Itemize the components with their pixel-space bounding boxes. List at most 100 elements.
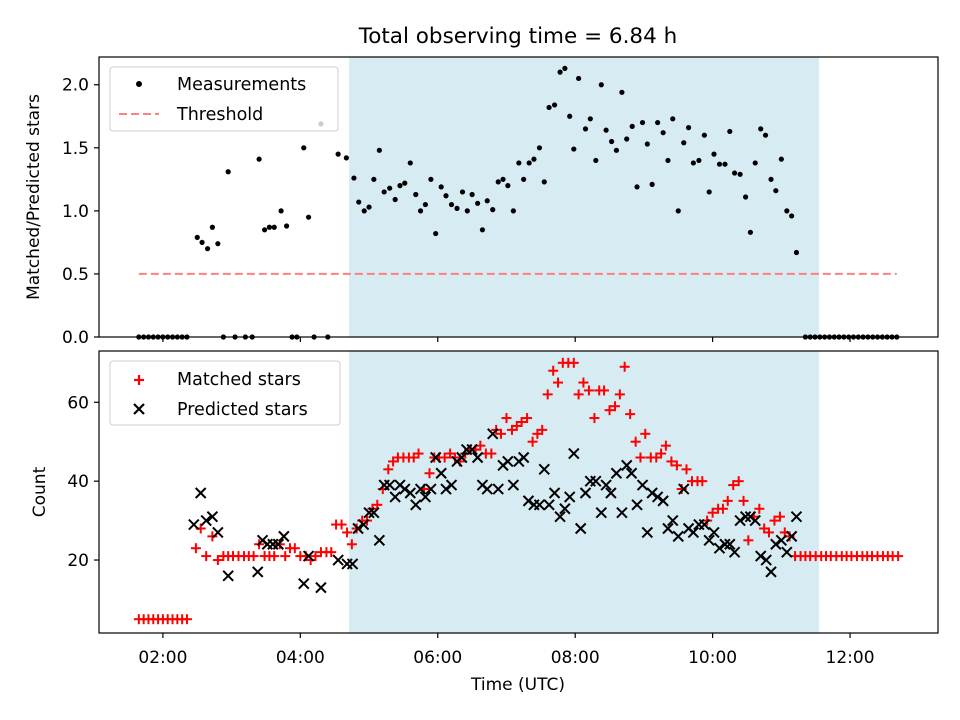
measurement-point	[459, 189, 466, 195]
measurement-point	[541, 179, 547, 185]
legend-predicted-marker	[133, 403, 145, 415]
measurement-point	[526, 160, 532, 166]
measurement-point	[784, 208, 790, 214]
matched-star-point	[573, 389, 584, 400]
predicted-star-point	[554, 510, 566, 523]
predicted-star-point	[302, 550, 315, 562]
predicted-star-point	[507, 479, 520, 491]
matched-star-point	[346, 539, 357, 550]
measurement-point	[551, 102, 558, 108]
measurement-point	[301, 145, 307, 151]
measurement-point	[716, 161, 723, 167]
predicted-star-point	[410, 499, 422, 511]
predicted-star-point	[559, 503, 571, 515]
measurement-point	[366, 204, 372, 210]
measurement-point	[701, 132, 707, 138]
matched-star-point	[212, 555, 223, 566]
predicted-star-point	[538, 463, 550, 476]
bottom-x-axis-label: Time (UTC)	[470, 675, 565, 695]
predicted-star-point	[646, 487, 658, 499]
measurement-point	[567, 113, 573, 119]
matched-star-point	[527, 436, 538, 447]
predicted-star-point	[600, 479, 612, 491]
predicted-star-point	[728, 546, 741, 558]
measurement-point	[644, 141, 650, 147]
matched-star-point	[383, 464, 394, 475]
measurement-point	[629, 123, 635, 129]
measurement-point	[448, 201, 455, 208]
predicted-star-point	[755, 550, 767, 562]
bottom-axes-frame	[98, 350, 939, 634]
bottom-x-tick-label: 02:00	[138, 648, 187, 668]
measurement-point	[402, 180, 408, 186]
predicted-star-point	[368, 506, 380, 519]
measurement-point	[225, 169, 231, 175]
measurement-point	[209, 224, 215, 230]
matched-star-point	[495, 428, 506, 439]
matched-star-point	[516, 416, 527, 427]
measurement-point	[343, 155, 349, 161]
matched-star-point	[522, 413, 533, 424]
predicted-star-point	[194, 487, 207, 499]
measurement-point	[593, 157, 599, 164]
measurement-point	[613, 147, 620, 153]
predicted-star-point	[272, 538, 285, 550]
measurement-point	[438, 184, 444, 190]
measurement-point	[722, 161, 728, 167]
measurement-point	[546, 104, 552, 111]
matched-star-point	[578, 377, 589, 388]
matched-star-point	[181, 614, 192, 625]
matched-star-point	[537, 424, 548, 435]
predicted-star-point	[346, 558, 359, 570]
predicted-star-point	[667, 514, 679, 527]
predicted-star-point	[200, 514, 212, 527]
predicted-stars-points	[188, 428, 803, 594]
measurement-point	[407, 160, 413, 166]
measurement-point	[510, 208, 516, 214]
measurement-point	[649, 181, 655, 187]
predicted-star-point	[651, 491, 664, 503]
bottom-x-axis: 02:00 04:00 06:00 08:00 10:00 12:00	[138, 633, 875, 668]
predicted-star-point	[456, 451, 468, 464]
measurement-point	[762, 132, 769, 138]
measurement-point	[576, 75, 582, 82]
predicted-star-point	[734, 514, 746, 527]
matched-star-point	[248, 551, 259, 562]
predicted-star-point	[543, 499, 555, 511]
predicted-star-point	[616, 506, 628, 519]
measurement-point	[351, 175, 357, 181]
predicted-star-point	[399, 483, 411, 495]
top-y-tick-label: 0.0	[62, 328, 89, 348]
measurement-point	[773, 188, 779, 194]
measurement-point	[215, 241, 221, 247]
matched-star-point	[640, 428, 651, 439]
measurement-point	[582, 126, 589, 132]
legend-matched-label: Matched stars	[177, 370, 301, 390]
matched-star-point	[774, 511, 785, 522]
measurement-point	[752, 160, 758, 166]
measurement-point	[624, 136, 630, 142]
bottom-y-tick-label: 40	[67, 472, 89, 492]
matched-star-point	[666, 456, 677, 467]
predicted-star-point	[481, 483, 493, 495]
predicted-star-point	[357, 518, 370, 531]
measurement-point	[655, 119, 661, 126]
measurement-point	[376, 147, 382, 153]
predicted-star-point	[703, 534, 715, 547]
matched-star-point	[743, 535, 754, 546]
bottom-y-tick-label: 60	[67, 393, 89, 413]
measurement-point	[737, 171, 743, 177]
predicted-star-point	[222, 570, 234, 582]
predicted-star-point	[568, 447, 580, 460]
matched-star-point	[589, 413, 600, 424]
predicted-star-point	[533, 499, 546, 511]
predicted-star-point	[332, 554, 344, 566]
measurement-point	[204, 246, 211, 252]
predicted-star-point	[435, 467, 447, 479]
matched-star-point	[269, 551, 280, 562]
matched-star-point	[336, 519, 347, 530]
matched-star-point	[201, 551, 212, 562]
measurement-point	[681, 140, 687, 146]
matched-star-point	[733, 476, 744, 487]
